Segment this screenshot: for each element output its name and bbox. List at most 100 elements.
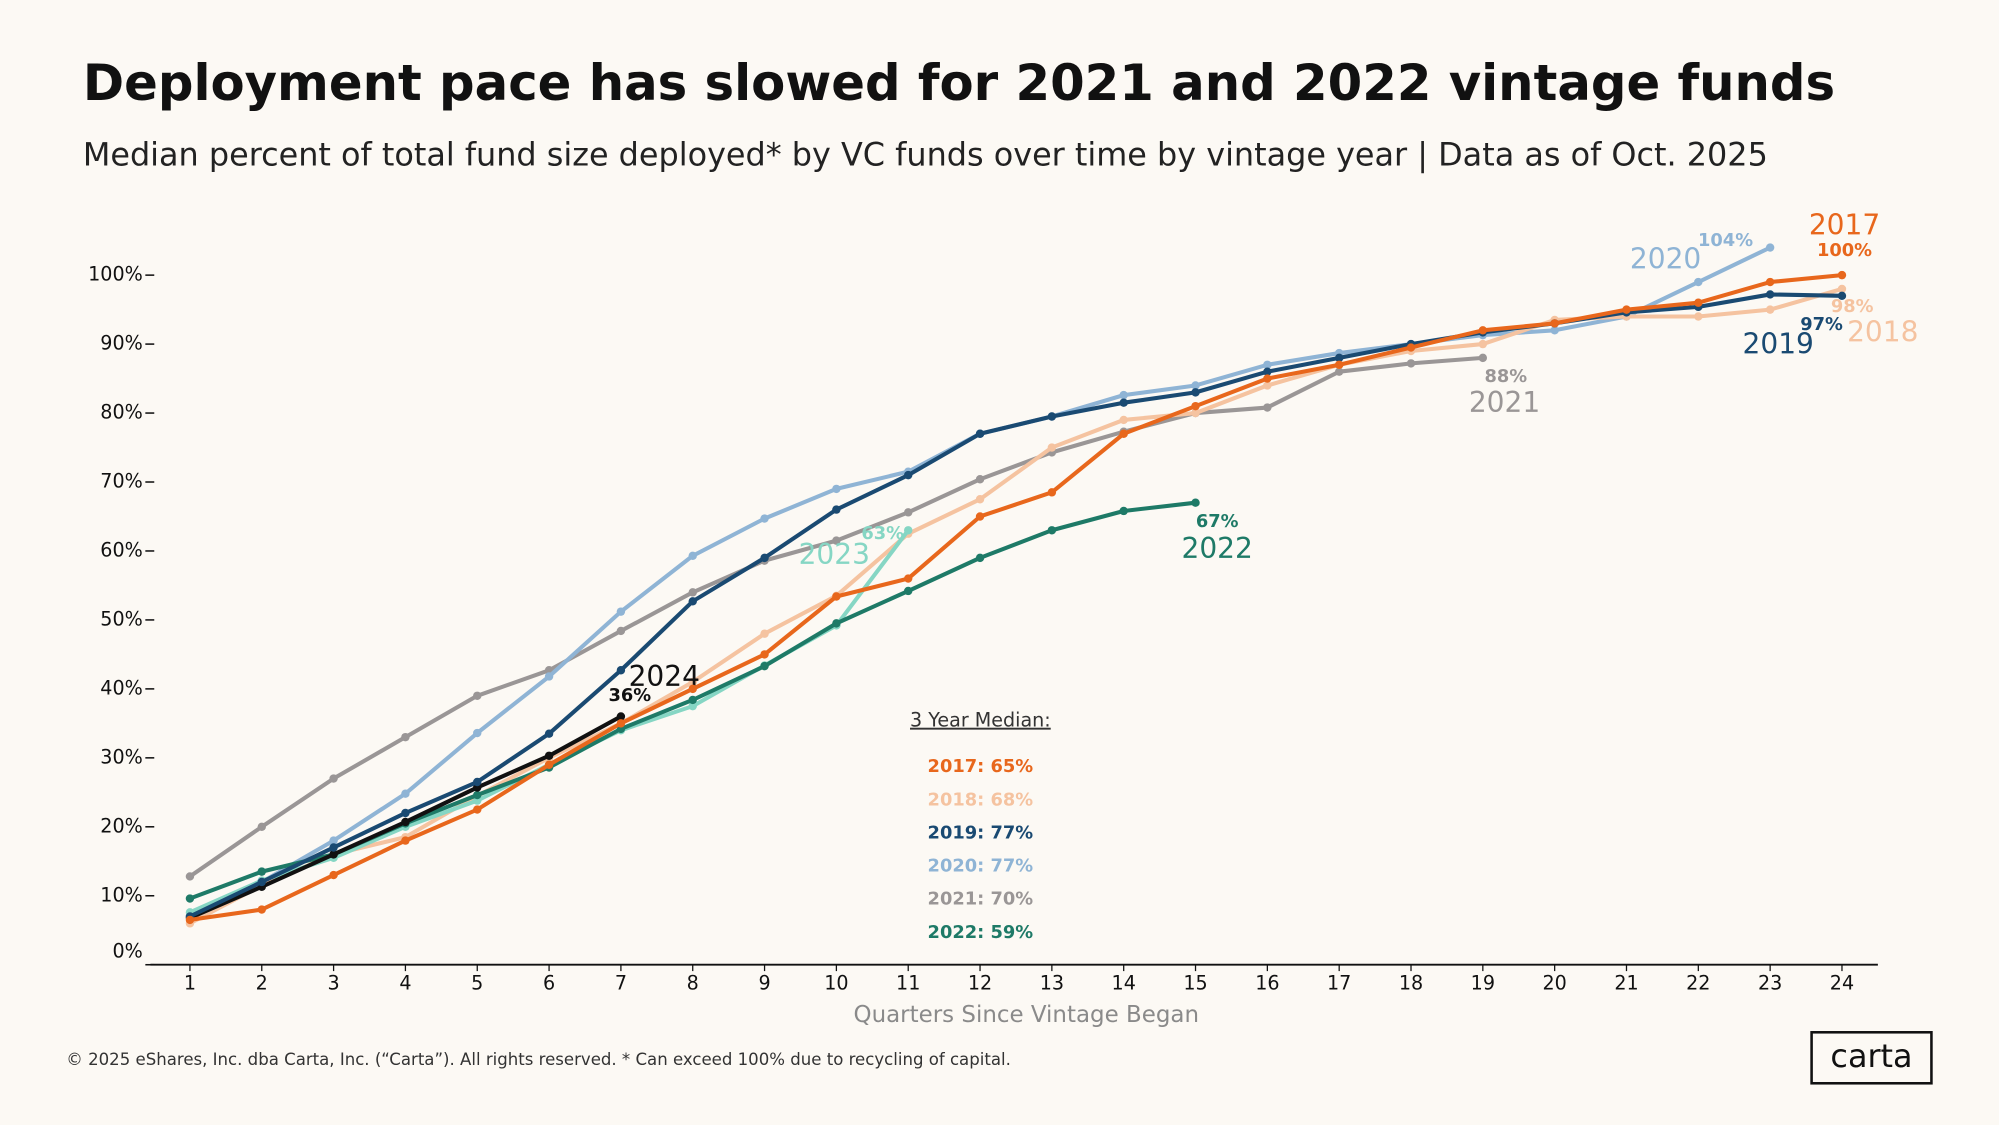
data-point — [1191, 381, 1200, 390]
data-point — [1478, 339, 1488, 349]
y-tick-label: 0% — [112, 939, 142, 962]
data-point — [473, 777, 482, 787]
data-point — [1119, 390, 1128, 400]
y-tick-label: 50% — [100, 607, 142, 630]
data-point — [401, 789, 410, 798]
x-tick-label: 10 — [824, 971, 848, 994]
data-point — [760, 650, 769, 659]
data-point — [832, 484, 841, 494]
data-point — [1406, 343, 1416, 352]
x-tick-label: 16 — [1255, 971, 1279, 994]
data-point — [473, 790, 482, 800]
data-point — [975, 429, 985, 438]
data-point — [904, 586, 913, 596]
data-point — [329, 850, 338, 859]
data-point — [185, 872, 195, 881]
data-point — [760, 514, 769, 523]
data-point — [904, 574, 913, 583]
data-point — [688, 684, 697, 694]
value-label: 63% — [861, 523, 904, 544]
series-name-label: 2021 — [1469, 386, 1540, 419]
x-tick-label: 15 — [1183, 971, 1207, 994]
x-tick-label: 24 — [1830, 971, 1854, 994]
data-point — [1694, 312, 1703, 321]
data-point — [1765, 243, 1775, 252]
data-point — [1047, 443, 1057, 452]
data-point — [1191, 498, 1200, 507]
median-item: 2019: 77% — [928, 822, 1034, 843]
x-tick-label: 13 — [1040, 971, 1064, 994]
data-point — [1119, 429, 1128, 438]
x-tick-label: 9 — [758, 971, 770, 994]
data-point — [257, 822, 266, 832]
data-point — [257, 877, 266, 887]
y-tick-label: 90% — [100, 332, 142, 355]
data-point — [1694, 298, 1703, 307]
y-tick-label: 30% — [100, 745, 142, 768]
series-line — [189, 529, 910, 915]
data-point — [401, 808, 410, 818]
data-point — [1263, 360, 1272, 369]
data-point — [329, 843, 338, 852]
x-tick-label: 11 — [896, 971, 920, 994]
x-tick-label: 12 — [968, 971, 992, 994]
x-tick-label: 2 — [256, 971, 268, 994]
series-line — [188, 355, 1483, 879]
data-point — [1119, 398, 1128, 407]
data-point — [185, 915, 195, 925]
x-tick-label: 1 — [184, 971, 196, 994]
data-point — [616, 666, 626, 675]
median-item: 2020: 77% — [928, 856, 1034, 877]
data-point — [760, 629, 769, 638]
data-point — [1263, 367, 1272, 376]
footer: © 2025 eShares, Inc. dba Carta, Inc. (“C… — [66, 1050, 1011, 1069]
median-item: 2017: 65% — [928, 756, 1034, 777]
data-point — [473, 805, 482, 814]
logo-box — [1810, 1031, 1933, 1085]
series-name-label: 2018 — [1847, 316, 1918, 349]
value-label: 100% — [1817, 240, 1872, 261]
data-point — [1837, 270, 1847, 280]
data-point — [688, 695, 697, 705]
y-tick-label: 80% — [100, 401, 142, 424]
x-tick-label: 14 — [1112, 971, 1136, 994]
x-tick-label: 6 — [543, 971, 555, 994]
data-point — [616, 712, 626, 721]
series-line — [189, 273, 1843, 922]
median-title: 3 Year Median: — [910, 709, 1051, 732]
data-point — [760, 661, 769, 671]
series-name-label: 2017 — [1809, 209, 1880, 242]
data-point — [1765, 277, 1775, 287]
median-item: 2018: 68% — [928, 789, 1034, 810]
data-point — [1047, 412, 1057, 421]
x-tick-label: 17 — [1327, 971, 1351, 994]
x-axis-label: Quarters Since Vintage Began — [854, 1002, 1199, 1028]
data-point — [1263, 381, 1272, 390]
data-point — [329, 870, 338, 880]
data-point — [1263, 374, 1272, 383]
data-point — [329, 836, 338, 845]
data-point — [1837, 284, 1847, 294]
data-point — [257, 905, 266, 914]
data-point — [616, 719, 626, 728]
data-point — [544, 729, 554, 738]
data-point — [616, 607, 626, 616]
data-point — [1550, 319, 1559, 328]
data-point — [904, 470, 913, 480]
data-point — [1622, 305, 1631, 314]
data-point — [832, 592, 841, 601]
x-tick-label: 21 — [1614, 971, 1638, 994]
data-point — [688, 701, 697, 711]
median-item: 2022: 59% — [928, 922, 1034, 943]
data-point — [1334, 360, 1344, 369]
data-point — [1119, 506, 1128, 516]
data-point — [688, 597, 697, 606]
data-point — [1765, 305, 1775, 314]
data-point — [544, 672, 554, 681]
y-tick-label: 20% — [100, 814, 142, 837]
value-label: 88% — [1484, 366, 1527, 387]
data-point — [975, 553, 985, 563]
x-tick-label: 18 — [1399, 971, 1423, 994]
series-name-label: 2022 — [1182, 532, 1253, 565]
